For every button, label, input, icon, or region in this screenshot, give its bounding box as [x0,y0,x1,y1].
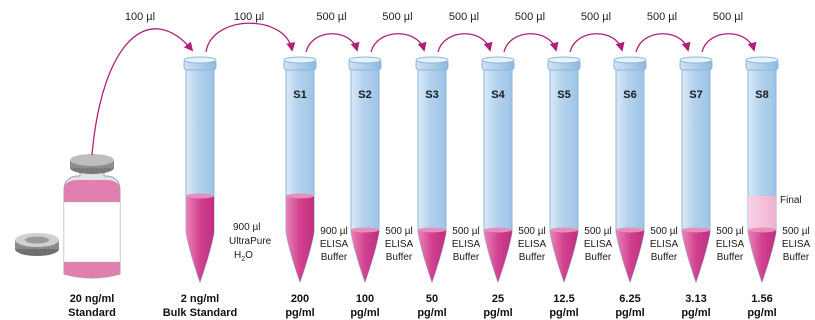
transfer-arrow: 100 µl [205,11,296,53]
bulk-concentration: 2 ng/ml [181,293,220,305]
transfer-arrow: 100 µl [91,11,194,156]
transfer-arrow: 500 µl [569,11,625,53]
diluent-label: ELISA [782,239,811,250]
tube-concentration: 12.5 [553,293,574,305]
tube-label: S5 [557,89,570,101]
diluent-label: 500 µl [452,226,479,237]
tube-concentration: 50 [426,293,438,305]
tube-concentration: 100 [356,293,374,305]
stock-concentration: 20 ng/ml [70,293,115,305]
bulk-tube [183,56,217,284]
diluent-label: ELISA [584,239,613,250]
diluent-label: ELISA [452,239,481,250]
tube-label: S4 [491,89,505,101]
transfer-volume-label: 500 µl [382,11,412,23]
transfer-arrow: 500 µl [370,11,427,53]
transfer-volume-label: 500 µl [316,11,346,23]
transfer-arrow: 500 µl [437,11,493,53]
tube-unit: pg/ml [549,307,578,319]
diluent-label: ELISA [716,239,745,250]
diluent-label: Buffer [386,252,413,263]
tube-label: S2 [358,89,371,101]
diluent-label: 900 µl [320,226,347,237]
tube-concentration: 200 [291,293,309,305]
transfer-arrow: 500 µl [635,11,691,53]
tube-unit: pg/ml [285,307,314,319]
diluent-label: ELISA [320,239,349,250]
diluent-label: Buffer [321,252,348,263]
vial-cap-icon [15,233,59,256]
standard-tube-s3: S3 50 pg/ml 500 µl ELISA Buffer [415,56,481,319]
standard-tube-s4: S4 25 pg/ml 500 µl ELISA Buffer [481,56,547,319]
transfer-volume-label: 500 µl [713,11,743,23]
transfer-arrows: 100 µl 100 µl 500 µl 500 µl 500 µl 500 µl 500 … [91,11,757,156]
standard-tube-s6: S6 6.25 pg/ml 500 µl ELISA Buffer [613,56,679,319]
bulk-name: Bulk Standard [163,307,238,319]
tube-unit: pg/ml [417,307,446,319]
tube-unit: pg/ml [747,307,776,319]
tube-label: S6 [623,89,636,101]
standard-tube-s5: S5 12.5 pg/ml 500 µl ELISA Buffer [547,56,613,319]
stock-vial [15,154,121,279]
diluent-label: 500 µl [716,226,743,237]
diluent-label: Buffer [783,252,810,263]
diluent-label: Buffer [717,252,744,263]
svg-text:UltraPure: UltraPure [229,236,272,247]
transfer-volume-label: 500 µl [581,11,611,23]
tube-unit: pg/ml [615,307,644,319]
diluent-label: Buffer [519,252,546,263]
svg-text:900 µl: 900 µl [233,222,260,233]
tube-concentration: 25 [492,293,504,305]
standard-tube-s2: S2 100 pg/ml 500 µl ELISA Buffer [348,56,414,319]
diluent-label: 500 µl [518,226,545,237]
tube-label: S7 [689,89,702,101]
tube-unit: pg/ml [681,307,710,319]
diluent-label: 500 µl [385,226,412,237]
tube-concentration: 1.56 [751,293,772,305]
tube-concentration: 6.25 [619,293,640,305]
final-label: Final [780,195,802,206]
diluent-label: Buffer [453,252,480,263]
diluent-label: 500 µl [584,226,611,237]
tube-concentration: 3.13 [685,293,706,305]
diluent-label: 500 µl [650,226,677,237]
stock-name: Standard [68,307,116,319]
tube-label: S3 [425,89,438,101]
diluent-label: Buffer [651,252,678,263]
standard-tube-s1: S1 200 pg/ml 900 µl ELISA Buffer [283,56,349,319]
standard-tube-s7: S7 3.13 pg/ml 500 µl ELISA Buffer [679,56,745,319]
transfer-volume-label: 500 µl [647,11,677,23]
diluent-label: ELISA [650,239,679,250]
diluent-label: 500 µl [782,226,809,237]
transfer-volume-label: 100 µl [234,11,264,23]
tubes-layer: S1 200 pg/ml 900 µl ELISA Buffer S2 100 pg/ml 500… [183,56,811,319]
diluent-label: Buffer [585,252,612,263]
transfer-volume-label: 500 µl [449,11,479,23]
bulk-diluent-label: 900 µl UltraPure H2O [229,222,272,263]
diluent-label: ELISA [385,239,414,250]
transfer-arrow: 500 µl [305,11,360,53]
transfer-arrow: 500 µl [701,11,757,53]
diluent-label: ELISA [518,239,547,250]
transfer-arrow: 500 µl [503,11,559,53]
tube-unit: pg/ml [350,307,379,319]
transfer-volume-label: 100 µl [125,11,155,23]
tube-unit: pg/ml [483,307,512,319]
tube-label: S1 [293,89,306,101]
tube-label: S8 [755,89,768,101]
standard-tube-s8: S8 1.56 pg/ml 500 µl ELISA Buffer Final [745,56,811,319]
transfer-volume-label: 500 µl [515,11,545,23]
svg-text:H2O: H2O [234,250,253,263]
